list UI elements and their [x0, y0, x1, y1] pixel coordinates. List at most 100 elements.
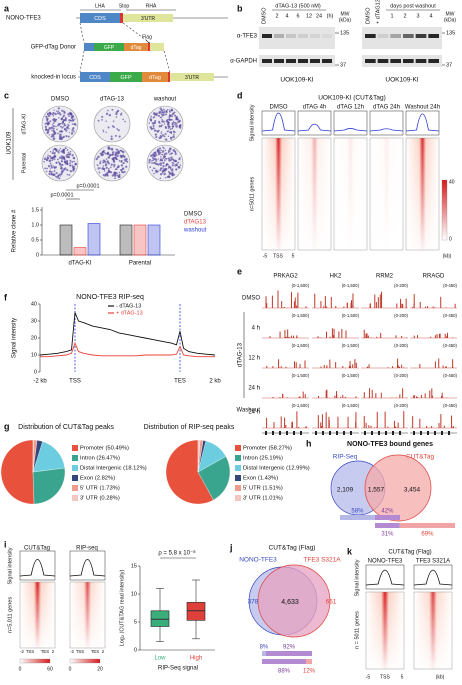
colony: [68, 174, 71, 176]
colony: [72, 127, 75, 129]
legend-swatch: [72, 455, 78, 461]
track-peak: [384, 411, 386, 428]
colony: [175, 116, 178, 119]
blot: [259, 55, 335, 67]
track-peak: [419, 301, 421, 308]
colorbar: [441, 179, 448, 241]
percent-bar: [340, 515, 375, 520]
track-peak: [314, 293, 316, 308]
label: 40: [449, 179, 455, 185]
colony: [157, 158, 159, 160]
label: Signal intensity: [354, 559, 360, 596]
colony: [97, 167, 100, 170]
profile-frame: [19, 550, 56, 581]
track-peak: [380, 337, 382, 338]
blot: [362, 27, 442, 49]
colony: [61, 169, 64, 173]
legend-label: Exon (1.43%): [243, 476, 278, 482]
colony: [116, 154, 119, 158]
band: [274, 34, 284, 38]
track-peak: [368, 425, 370, 428]
profile-curve: [333, 128, 368, 132]
track-peak: [302, 391, 304, 398]
track-peak: [326, 365, 328, 368]
bar: [119, 224, 133, 256]
colony: [158, 121, 161, 124]
colony: [120, 112, 123, 114]
label: -2: [70, 649, 74, 654]
colony: [112, 151, 115, 154]
colony: [155, 112, 158, 115]
colony: [174, 152, 177, 156]
colony: [171, 164, 174, 167]
label: dTAG-13: [100, 97, 125, 103]
label: (kb): [436, 674, 445, 680]
blot: [259, 27, 335, 49]
colony: [60, 155, 63, 157]
track-peak: [288, 337, 290, 338]
colony: [153, 172, 155, 175]
colony: [71, 129, 74, 132]
track-peak: [363, 392, 365, 398]
colony: [54, 112, 57, 116]
profile-curve: [365, 569, 405, 586]
colony: [126, 160, 129, 163]
colony: [44, 125, 48, 128]
track-peak: [392, 367, 394, 368]
exon: [286, 431, 288, 435]
colony: [153, 129, 157, 132]
stop-box: [168, 72, 170, 82]
colony: [177, 161, 180, 164]
track-peak: [272, 366, 274, 368]
track-peak: [287, 329, 289, 338]
track-peak: [381, 291, 383, 308]
colony: [67, 135, 70, 138]
track-peak: [304, 360, 306, 368]
colony: [67, 151, 70, 154]
colony: [69, 111, 72, 114]
colony: [71, 115, 74, 117]
colony: [172, 130, 175, 133]
track-peak: [284, 337, 286, 338]
colony: [103, 160, 107, 163]
colony: [171, 152, 174, 155]
colony: [52, 115, 55, 117]
band: [428, 59, 439, 63]
profile-curve: [413, 569, 453, 586]
track-peak: [412, 307, 414, 308]
track-peak: [335, 362, 337, 368]
colony: [101, 115, 104, 118]
track-peak: [434, 361, 436, 368]
colony: [106, 174, 109, 177]
colony: [121, 171, 123, 174]
track-peak: [286, 397, 288, 398]
colony: [51, 124, 54, 126]
colony: [72, 119, 75, 122]
colony: [108, 113, 112, 117]
label: 92%: [283, 645, 296, 651]
band: [403, 59, 414, 63]
track-peak: [323, 364, 325, 368]
colony: [51, 173, 54, 176]
colony: [64, 159, 66, 161]
colony: [120, 164, 124, 167]
colony: [105, 158, 108, 160]
colony: [171, 125, 174, 128]
panel-label: b: [237, 3, 243, 13]
colony: [71, 164, 73, 167]
legend-label: Promoter (58.27%): [243, 446, 292, 452]
track-peak: [405, 337, 407, 338]
track-peak: [454, 303, 456, 308]
track-peak: [352, 364, 354, 368]
track-peak: [350, 366, 352, 368]
exon: [329, 431, 331, 435]
colony: [165, 152, 168, 155]
colony: [174, 160, 177, 162]
label: TES: [41, 649, 49, 654]
label: 12 h: [248, 356, 260, 362]
colony: [64, 161, 67, 164]
colony: [68, 128, 70, 130]
track-peak: [376, 426, 378, 428]
colony: [50, 171, 53, 173]
label: α-GAPDH: [230, 59, 257, 65]
